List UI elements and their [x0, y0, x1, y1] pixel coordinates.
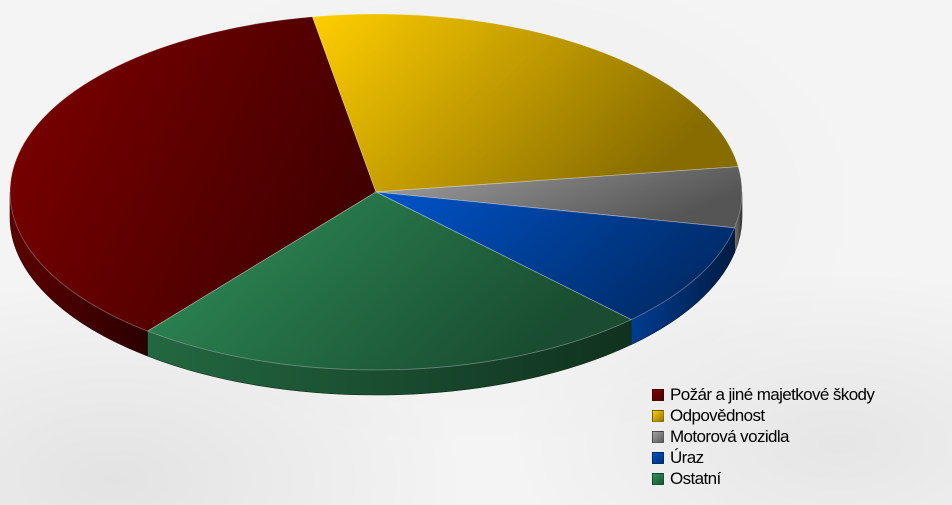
legend-label: Motorová vozidla [670, 426, 790, 446]
legend-swatch [652, 472, 664, 485]
legend-swatch [652, 409, 664, 422]
pie-slice-0 [9, 16, 377, 332]
pie-slice-4 [146, 191, 633, 371]
pie-slice-2 [375, 166, 743, 229]
legend-item: Úraz [652, 447, 874, 468]
pie-slice-1 [311, 13, 739, 193]
legend-item: Ostatní [652, 468, 874, 489]
legend-swatch [652, 388, 664, 401]
legend-swatch [652, 430, 664, 443]
legend-label: Úraz [670, 447, 704, 467]
legend-label: Odpovědnost [670, 405, 765, 425]
legend-swatch [652, 451, 664, 464]
pie-slice-side-0 [9, 191, 148, 357]
legend-label: Ostatní [670, 468, 721, 488]
legend-item: Požár a jiné majetkové škody [652, 384, 875, 405]
legend-item: Motorová vozidla [652, 426, 874, 447]
legend-item: Odpovědnost [652, 405, 874, 426]
legend-label: Požár a jiné majetkové škody [670, 384, 875, 404]
chart-legend: Požár a jiné majetkové škody Odpovědnost M… [652, 384, 875, 489]
pie-slice-3 [375, 191, 736, 321]
